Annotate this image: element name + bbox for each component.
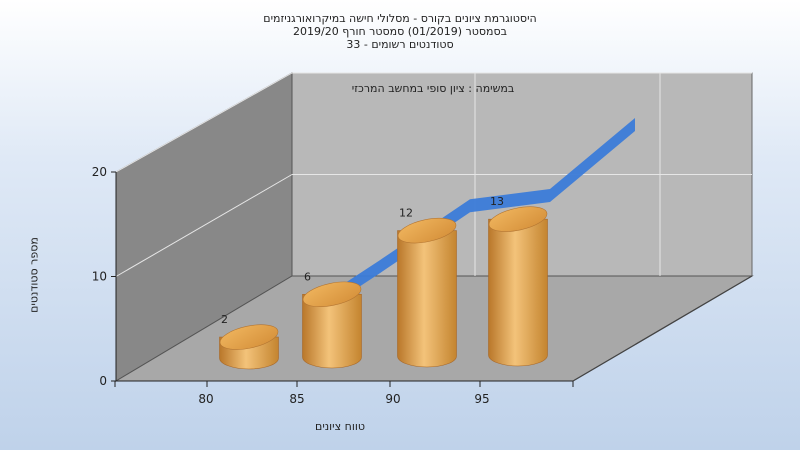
x-tick-label: 90 [385, 392, 400, 406]
title-line-3: סטודנטים רשומים - 33 [346, 38, 454, 51]
grid-lines [115, 72, 752, 277]
y-axis-label: מספר סטודנטים [27, 237, 41, 313]
bar-95 [488, 206, 548, 367]
data-label: 13 [490, 195, 504, 208]
title-line-1: היסטוגרמת ציונים בקורס - מסלולי חישה במי… [263, 12, 537, 25]
x-axis-label: טווח ציונים [315, 420, 365, 433]
y-tick-label: 20 [92, 165, 107, 179]
bar-80 [219, 324, 279, 370]
floor-edge-right [572, 275, 753, 382]
y-tick-label: 10 [92, 270, 107, 284]
y-tick-label: 0 [99, 374, 107, 388]
axes-group: 0 10 20 80 85 90 95 [92, 165, 753, 406]
bar-top [302, 281, 362, 307]
bar-body [302, 294, 362, 369]
bar-top [397, 217, 457, 244]
bar-body [488, 218, 548, 367]
x-tick-label: 95 [474, 392, 489, 406]
bar-body [397, 230, 457, 368]
grid-line-left [115, 72, 293, 173]
bar-85 [302, 281, 362, 369]
bar-90 [397, 217, 457, 368]
bar-top [219, 324, 279, 350]
x-tick-label: 85 [289, 392, 304, 406]
bars-group: 2 6 12 13 [219, 195, 548, 370]
data-label: 12 [399, 207, 413, 220]
data-label: 2 [221, 313, 228, 326]
chart-annotation: במשימה : ציון סופי במחשב המרכזי [351, 82, 515, 95]
title-line-2: בסמסטר (01/2019) סמסטר חורף 2019/20 [293, 25, 507, 38]
data-label: 6 [304, 270, 311, 283]
grid-line-left [115, 174, 293, 277]
x-tick-label: 80 [198, 392, 213, 406]
chart-title: היסטוגרמת ציונים בקורס - מסלולי חישה במי… [0, 12, 800, 51]
bar-top [488, 206, 548, 232]
